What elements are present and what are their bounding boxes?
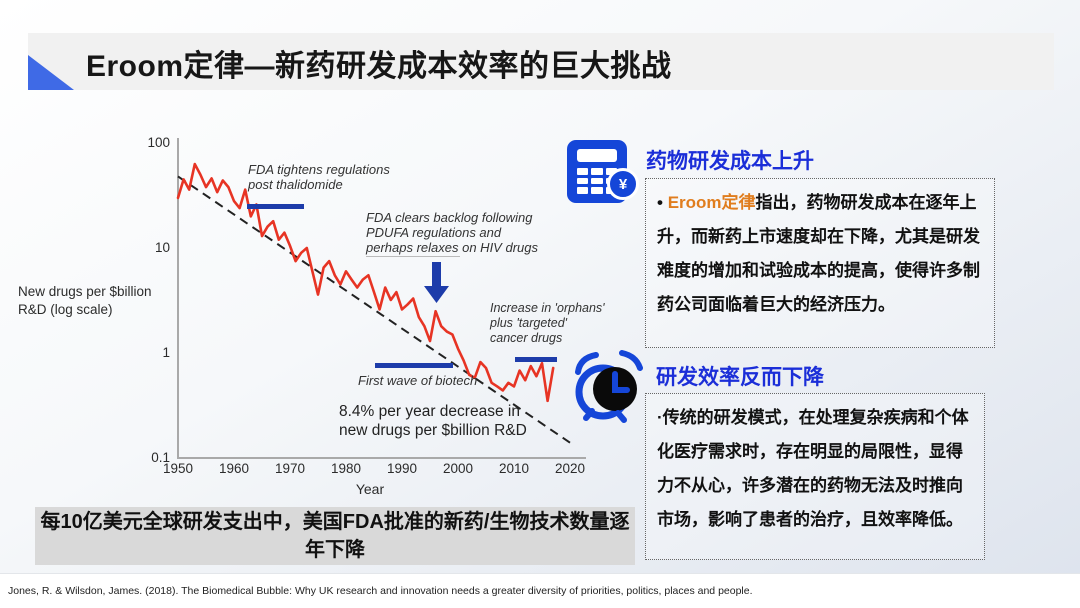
footer-bar: Jones, R. & Wilsdon, James. (2018). The …: [0, 573, 1080, 608]
x-axis-tick-label: 1950: [162, 461, 194, 476]
annotation-thalidomide: FDA tightens regulations post thalidomid…: [248, 162, 390, 192]
citation-text: Jones, R. & Wilsdon, James. (2018). The …: [8, 585, 753, 597]
x-axis-tick-label: 1970: [274, 461, 306, 476]
annotation-orphans: Increase in 'orphans' plus 'targeted' ca…: [490, 301, 605, 345]
page-title: Eroom定律—新药研发成本效率的巨大挑战: [86, 50, 672, 83]
orphans-marker-bar: [515, 357, 557, 362]
y-axis-tick-label: 100: [147, 135, 170, 150]
y-axis-tick-label: 1: [162, 345, 170, 360]
thalidomide-marker-bar: [247, 204, 304, 209]
annotation-pdufa: FDA clears backlog following PDUFA regul…: [366, 210, 538, 255]
efficiency-drop-body-text: 传统的研发模式，在处理复杂疾病和个体化医疗需求时，存在明显的局限性，显得力不从心…: [657, 408, 969, 529]
pdufa-down-arrow-icon: [424, 262, 449, 303]
pdufa-underline: [366, 256, 460, 257]
trend-dashed-line: [177, 175, 571, 444]
bullet: •: [657, 193, 668, 212]
y-axis-title: New drugs per $billion R&D (log scale): [18, 284, 152, 317]
biotech-marker-bar: [375, 363, 453, 368]
bullet: ·: [657, 408, 663, 427]
chart-caption-box: 每10亿美元全球研发支出中，美国FDA批准的新药/生物技术数量逐年下降: [35, 507, 635, 565]
efficiency-drop-text-box: ·传统的研发模式，在处理复杂疾病和个体化医疗需求时，存在明显的局限性，显得力不从…: [645, 393, 985, 560]
title-accent-triangle-icon: [28, 55, 74, 90]
cost-rise-body-text: 指出，药物研发成本在逐年上升，而新药上市速度却在下降，尤其是研发难度的增加和试验…: [657, 193, 980, 314]
title-band: [28, 33, 1054, 90]
y-axis-tick-label: 10: [154, 240, 170, 255]
section-heading-efficiency-drop: 研发效率反而下降: [656, 366, 824, 389]
chart-caption-text: 每10亿美元全球研发支出中，美国FDA批准的新药/生物技术数量逐年下降: [40, 511, 630, 561]
annotation-decline-rate: 8.4% per year decrease in new drugs per …: [339, 403, 527, 439]
calculator-yen-icon: ¥: [567, 140, 639, 203]
eroom-chart-plot: [176, 138, 586, 459]
chart: New drugs per $billion R&D (log scale) Y…: [0, 128, 640, 508]
cost-rise-text-box: • Eroom定律指出，药物研发成本在逐年上升，而新药上市速度却在下降，尤其是研…: [645, 178, 995, 348]
calculator-screen: [577, 149, 617, 162]
x-axis-title: Year: [355, 481, 385, 497]
annotation-first-wave-biotech: First wave of biotech: [358, 373, 478, 388]
x-axis-tick-label: 1990: [386, 461, 418, 476]
alarm-clock-icon: [575, 350, 643, 423]
yen-badge-icon: ¥: [607, 168, 639, 200]
section-heading-cost-rise: 药物研发成本上升: [646, 150, 814, 173]
x-axis-tick-label: 2020: [554, 461, 586, 476]
x-axis-tick-label: 1960: [218, 461, 250, 476]
eroom-law-highlight: Eroom定律: [667, 193, 756, 212]
new-drugs-series-line: [176, 162, 555, 403]
x-axis-tick-label: 1980: [330, 461, 362, 476]
x-axis-tick-label: 2000: [442, 461, 474, 476]
x-axis-tick-label: 2010: [498, 461, 530, 476]
y-axis-tick-label: 0.1: [151, 450, 170, 465]
